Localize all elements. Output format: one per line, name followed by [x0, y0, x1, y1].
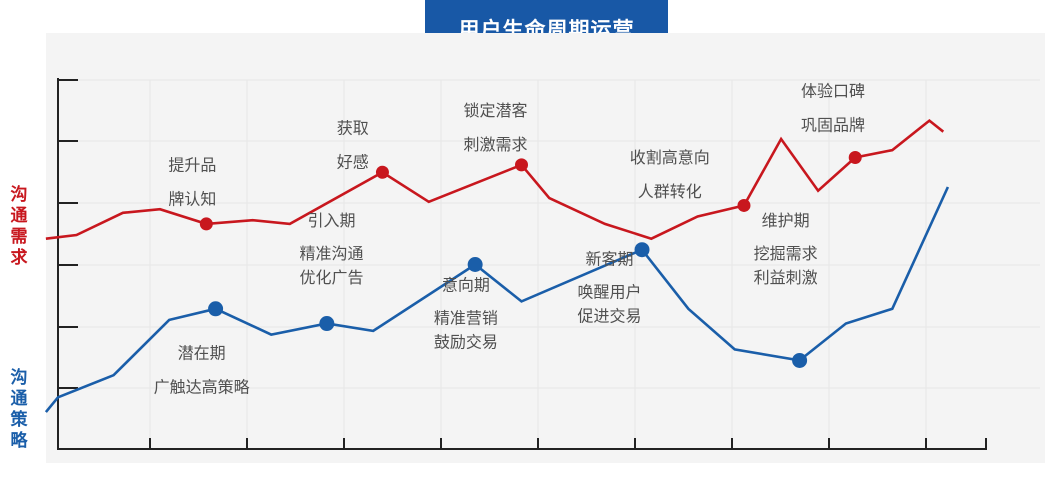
annotation-text: 人群转化: [638, 182, 702, 201]
annotation-text: 挖掘需求: [754, 244, 818, 263]
series-line-need: [45, 118, 945, 241]
strategy-marker-point: [208, 301, 224, 317]
strategy-marker-point: [634, 242, 650, 258]
annotation-text: 体验口碑: [801, 82, 865, 101]
annotation-text: 好感: [337, 153, 369, 172]
annotation-text: 提升品: [168, 155, 216, 174]
annotation-text: 意向期: [442, 275, 490, 294]
annotation-text: 锁定潜客: [464, 101, 528, 120]
red-axis-char: 求: [10, 248, 28, 268]
blue-axis-char: 略: [10, 431, 28, 451]
annotation-text: 潜在期: [178, 344, 226, 363]
strategy-marker-point: [792, 352, 808, 368]
annotation-text: 唤醒用户: [578, 283, 642, 302]
strategy-marker-point: [467, 257, 483, 272]
blue-axis-char: 策: [10, 410, 28, 430]
strategy-marker-point: [319, 316, 335, 332]
annotation-text: 精准沟通: [299, 244, 363, 263]
need-marker-point: [375, 165, 389, 179]
red-axis-char: 通: [10, 206, 28, 226]
red-axis-char: 沟: [10, 185, 28, 205]
annotation-text: 鼓励交易: [434, 332, 498, 351]
annotation-text: 广触达高策略: [154, 378, 250, 397]
need-marker-point: [737, 198, 751, 212]
need-marker-point: [848, 150, 862, 164]
red-axis-char: 需: [10, 227, 28, 247]
annotation-text: 利益刺激: [754, 268, 818, 287]
annotation-text: 促进交易: [578, 307, 642, 326]
annotation-text: 新客期: [586, 250, 634, 269]
blue-axis-label: 沟 通 策 略: [8, 368, 30, 452]
need-marker-point: [199, 217, 213, 231]
annotation-text: 优化广告: [299, 268, 363, 287]
annotation-text: 收割高意向: [630, 148, 710, 167]
plot-background: [46, 33, 1045, 463]
annotation-text: 巩固品牌: [801, 116, 865, 135]
annotation-text: 维护期: [762, 211, 810, 230]
blue-axis-char: 通: [10, 389, 28, 409]
annotation-text: 引入期: [307, 211, 355, 230]
blue-axis-char: 沟: [10, 368, 28, 388]
annotation-text: 牌认知: [168, 189, 216, 208]
red-axis-label: 沟 通 需 求: [8, 185, 30, 269]
need-marker-point: [515, 158, 528, 172]
annotation-text: 精准营销: [434, 308, 498, 327]
annotation-text: 刺激需求: [464, 135, 528, 154]
annotation-text: 获取: [337, 119, 369, 138]
